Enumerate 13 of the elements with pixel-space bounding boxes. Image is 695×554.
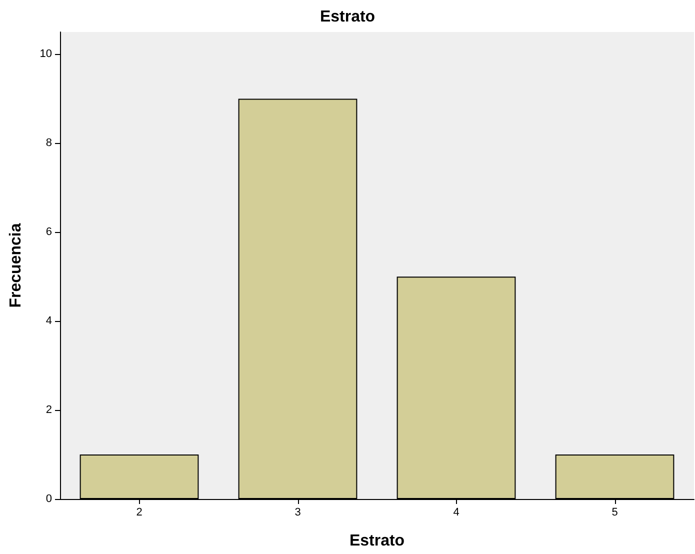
y-tick-label: 4 — [46, 315, 52, 328]
y-tick-label: 8 — [46, 137, 52, 150]
chart-title: Estrato — [320, 8, 376, 26]
x-tick-label: 5 — [612, 506, 618, 518]
y-tick-label: 10 — [40, 48, 52, 60]
y-tick-label: 2 — [46, 404, 52, 416]
x-axis-title: Estrato — [349, 532, 405, 550]
x-tick-label: 2 — [136, 506, 142, 518]
y-axis-title: Frecuencia — [8, 223, 24, 308]
x-tick-label: 3 — [294, 506, 301, 518]
x-tick-label: 4 — [453, 506, 460, 518]
y-tick-label: 0 — [46, 493, 52, 505]
y-tick-label: 6 — [46, 226, 52, 238]
